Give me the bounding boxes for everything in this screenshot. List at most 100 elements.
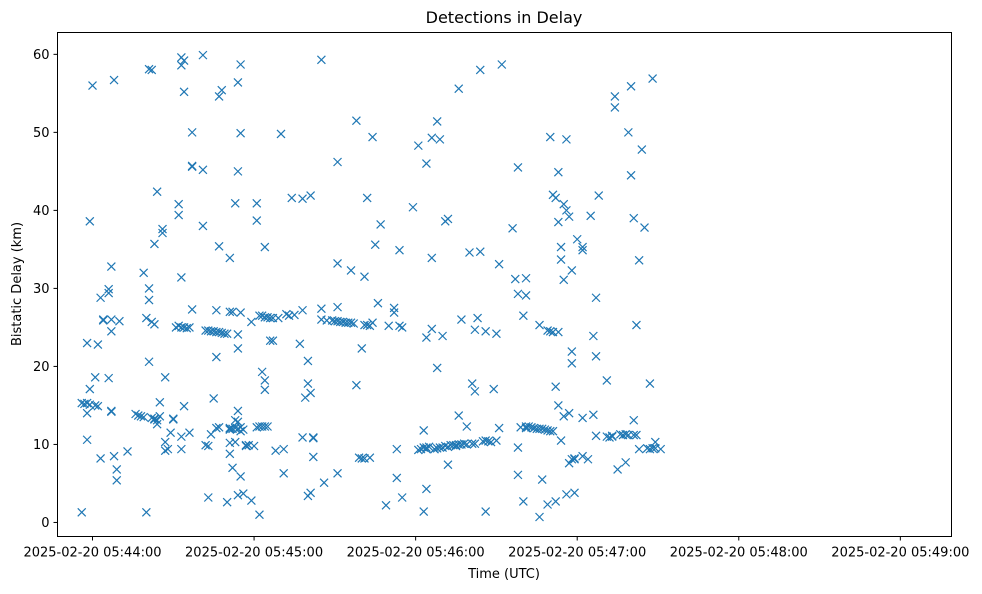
data-point [443, 442, 453, 452]
data-point [106, 407, 116, 417]
data-point [206, 429, 216, 439]
data-point [228, 307, 237, 317]
data-point [481, 326, 491, 336]
plot-frame [57, 32, 952, 537]
data-point [257, 367, 267, 377]
data-point [306, 488, 316, 498]
data-point [147, 413, 157, 423]
data-point [432, 117, 442, 126]
data-point [578, 413, 588, 423]
data-point [605, 432, 614, 442]
x-tick-label: 2025-02-20 05:49:00 [831, 546, 969, 561]
data-point [228, 463, 237, 473]
data-point [564, 212, 574, 222]
data-point [540, 425, 550, 435]
data-point [211, 423, 221, 433]
data-point [214, 422, 224, 432]
data-point [333, 468, 342, 478]
data-point [263, 422, 272, 431]
data-point [155, 397, 165, 407]
data-point [198, 221, 208, 231]
data-point [408, 202, 418, 212]
data-point [591, 431, 601, 441]
data-point [187, 161, 197, 171]
data-point [233, 490, 243, 500]
data-point [545, 326, 555, 336]
y-tick-label: 50 [33, 126, 50, 141]
data-point [150, 239, 159, 249]
data-point [397, 493, 407, 502]
data-point [155, 411, 165, 421]
data-point [236, 426, 246, 436]
data-point [588, 331, 598, 341]
data-point [648, 443, 658, 453]
data-point [166, 428, 176, 438]
data-point [265, 313, 275, 323]
data-point [187, 305, 197, 314]
data-point [238, 489, 248, 499]
y-tick-label: 10 [33, 438, 50, 453]
data-point [524, 422, 534, 431]
data-point [545, 426, 555, 436]
data-point [85, 216, 95, 226]
data-point [602, 376, 612, 385]
data-point [527, 422, 536, 432]
data-point [567, 454, 577, 464]
data-point [236, 308, 246, 318]
data-point [308, 452, 318, 462]
data-point [368, 318, 377, 328]
data-point [225, 449, 235, 459]
data-point [553, 167, 563, 177]
data-point [233, 78, 243, 87]
data-point [82, 338, 92, 348]
data-point [483, 436, 493, 446]
data-point [537, 424, 547, 434]
data-point [567, 358, 577, 368]
data-point [518, 496, 528, 506]
data-point [160, 372, 170, 382]
data-point [187, 127, 197, 137]
data-point [629, 415, 639, 425]
x-tick-label: 2025-02-20 05:45:00 [185, 546, 323, 561]
data-point [133, 411, 143, 420]
data-point [545, 132, 555, 142]
data-point [281, 309, 291, 319]
data-point [290, 310, 299, 320]
data-point [456, 315, 466, 325]
data-point [421, 443, 431, 452]
data-point [548, 426, 558, 436]
data-point [106, 326, 116, 336]
data-point [88, 81, 97, 90]
data-point [217, 85, 227, 95]
data-point [123, 447, 132, 456]
data-point [257, 311, 267, 321]
data-point [233, 417, 243, 427]
data-point [246, 496, 256, 506]
data-point [438, 331, 447, 341]
data-point [174, 210, 184, 220]
data-point [271, 446, 281, 456]
data-point [139, 412, 149, 422]
data-point [306, 388, 316, 398]
data-point [287, 193, 297, 203]
data-point [174, 199, 184, 209]
data-point [77, 507, 87, 517]
data-point [144, 295, 154, 305]
data-point [139, 268, 149, 278]
data-point [141, 313, 151, 323]
data-point [147, 65, 157, 75]
data-point [268, 336, 278, 346]
data-point [104, 373, 114, 383]
y-tick-label: 30 [33, 282, 50, 297]
data-point [214, 327, 224, 337]
data-point [144, 64, 154, 74]
data-point [158, 228, 167, 238]
data-point [241, 441, 251, 451]
data-point [185, 428, 194, 438]
data-point [481, 507, 491, 516]
data-point [279, 468, 289, 478]
data-point [419, 425, 429, 435]
data-point [104, 284, 114, 294]
data-point [427, 133, 437, 143]
